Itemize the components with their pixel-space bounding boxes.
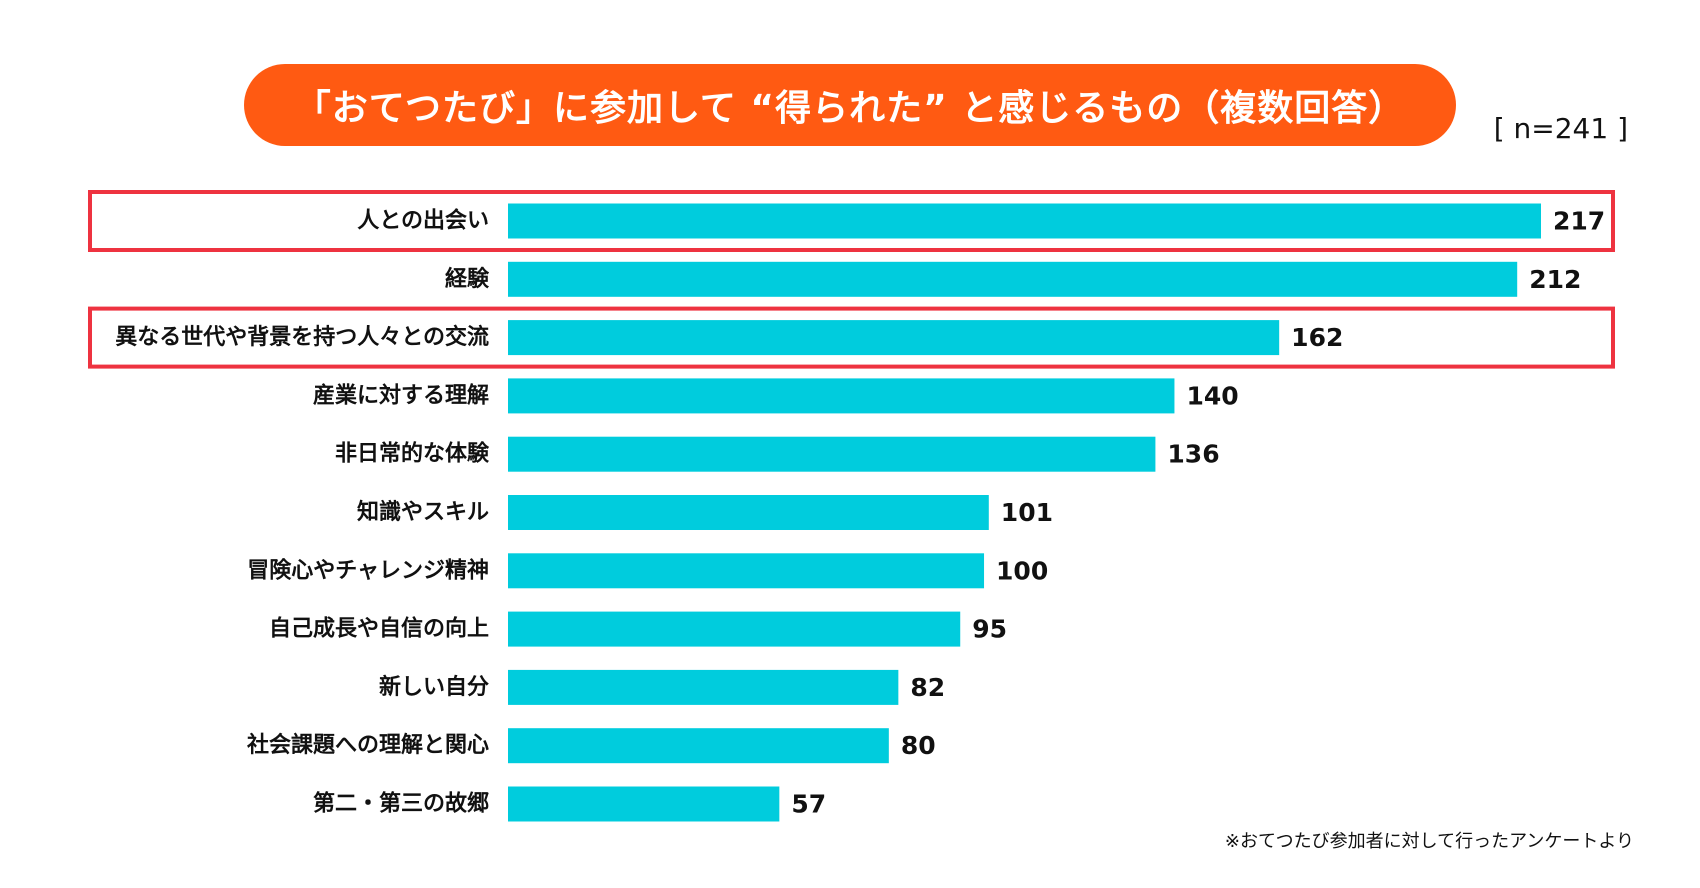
value-label: 57 <box>791 790 826 819</box>
value-label: 95 <box>972 615 1007 644</box>
value-label: 100 <box>996 556 1048 585</box>
bar-10 <box>508 728 889 764</box>
sample-size-label: [ n=241 ] <box>1493 112 1628 145</box>
highlight-box <box>88 190 1615 252</box>
category-label: 社会課題への理解と関心 <box>247 732 489 758</box>
bar-7 <box>508 553 985 589</box>
bar-8 <box>508 611 961 647</box>
category-label: 経験 <box>445 266 490 292</box>
value-label: 82 <box>910 673 945 702</box>
title-banner: 「おてつたび」に参加して “得られた” と感じるもの（複数回答） <box>244 64 1456 146</box>
category-label: 非日常的な体験 <box>335 441 490 467</box>
category-label: 第二・第三の故郷 <box>313 791 489 817</box>
value-label: 162 <box>1291 323 1343 352</box>
value-label: 101 <box>1001 498 1053 527</box>
value-label: 80 <box>901 731 936 760</box>
value-label: 140 <box>1186 381 1238 410</box>
category-label: 異なる世代や背景を持つ人々との交流 <box>115 324 489 350</box>
bar-9 <box>508 669 899 705</box>
category-label: 知識やスキル <box>357 499 489 525</box>
bar-6 <box>508 495 989 530</box>
highlight-box <box>88 306 1615 369</box>
bar-1 <box>508 203 1541 239</box>
value-label: 136 <box>1167 440 1219 469</box>
category-label: 新しい自分 <box>379 674 489 700</box>
chart-title: 「おてつたび」に参加して “得られた” と感じるもの（複数回答） <box>294 88 1406 129</box>
category-label: 自己成長や自信の向上 <box>269 616 489 642</box>
value-label: 212 <box>1529 265 1581 294</box>
value-label: 217 <box>1553 207 1605 236</box>
bar-4 <box>508 378 1175 414</box>
footnote: ※おてつたび参加者に対して行ったアンケートより <box>1224 831 1634 852</box>
category-label: 産業に対する理解 <box>313 382 489 408</box>
bar-3 <box>508 320 1280 356</box>
bar-11 <box>508 786 780 822</box>
category-label: 冒険心やチャレンジ精神 <box>247 557 489 583</box>
bar-5 <box>508 436 1156 472</box>
category-label: 人との出会い <box>357 208 489 234</box>
bar-2 <box>508 261 1518 297</box>
